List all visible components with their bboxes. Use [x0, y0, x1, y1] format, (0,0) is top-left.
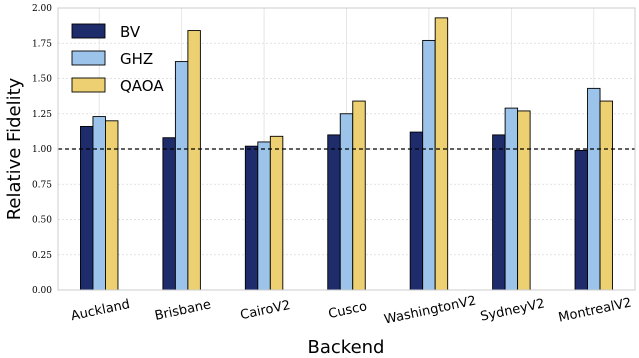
legend-swatch-bv — [71, 23, 106, 39]
y-tick-label: 2.00 — [32, 4, 52, 14]
legend-swatch-ghz — [71, 50, 106, 66]
x-tick-labels: Auckland Brisbane CairoV2 Cusco WashingtonV2… — [70, 294, 633, 328]
bar-qaoa-auckland — [105, 120, 119, 291]
bar-ghz-cairov2 — [257, 141, 271, 291]
y-tick-label: 1.50 — [32, 75, 52, 85]
legend-label-ghz: GHZ — [120, 50, 153, 68]
y-tick-label: 1.00 — [32, 145, 52, 155]
y-tick-label: 0.00 — [32, 286, 52, 296]
bar-qaoa-washingtonv2 — [434, 17, 449, 291]
x-axis-label: Backend — [308, 337, 385, 358]
bar-bv-cairov2 — [244, 145, 259, 291]
bar-bv-washingtonv2 — [409, 131, 424, 291]
bar-bv-sydneyv2 — [492, 134, 506, 291]
bar-qaoa-cairov2 — [269, 135, 284, 291]
bar-ghz-auckland — [92, 116, 106, 291]
bar-qaoa-brisbane — [187, 30, 201, 291]
y-tick-label: 0.75 — [32, 180, 52, 190]
legend: BV GHZ QAOA — [71, 23, 164, 95]
y-tick-labels: 0.00 0.25 0.50 0.75 1.00 1.25 1.50 1.75 2.00 — [32, 4, 52, 296]
bar-ghz-brisbane — [174, 61, 189, 291]
bar-bv-cusco — [327, 134, 341, 291]
y-tick-label: 0.50 — [32, 216, 52, 226]
y-tick-label: 1.75 — [32, 39, 52, 49]
bar-bv-auckland — [80, 125, 94, 291]
bars — [80, 17, 613, 291]
y-tick-label: 1.25 — [32, 110, 52, 120]
bar-ghz-sydneyv2 — [504, 107, 519, 291]
x-tick-label: SydneyV2 — [479, 296, 546, 324]
legend-label-bv: BV — [120, 23, 141, 41]
x-tick-label: MontrealV2 — [557, 296, 633, 326]
x-tick-label: Auckland — [70, 297, 132, 324]
bar-ghz-cusco — [339, 113, 354, 291]
bar-qaoa-cusco — [352, 100, 366, 291]
legend-label-qaoa: QAOA — [120, 77, 164, 95]
bar-bv-brisbane — [162, 137, 176, 291]
x-tick-label: Brisbane — [153, 297, 212, 324]
bar-qaoa-sydneyv2 — [517, 110, 531, 291]
bar-ghz-montrealv2 — [587, 87, 601, 291]
x-tick-label: WashingtonV2 — [383, 294, 478, 328]
y-tick-label: 0.25 — [32, 251, 52, 261]
bar-bv-montrealv2 — [574, 149, 588, 291]
x-tick-label: Cusco — [327, 299, 368, 322]
legend-swatch-qaoa — [71, 77, 106, 93]
plot-frame — [57, 7, 636, 291]
bar-qaoa-montrealv2 — [599, 100, 613, 291]
bar-ghz-washingtonv2 — [422, 39, 436, 291]
y-axis-label: Relative Fidelity — [4, 77, 25, 220]
x-tick-label: CairoV2 — [239, 298, 292, 323]
